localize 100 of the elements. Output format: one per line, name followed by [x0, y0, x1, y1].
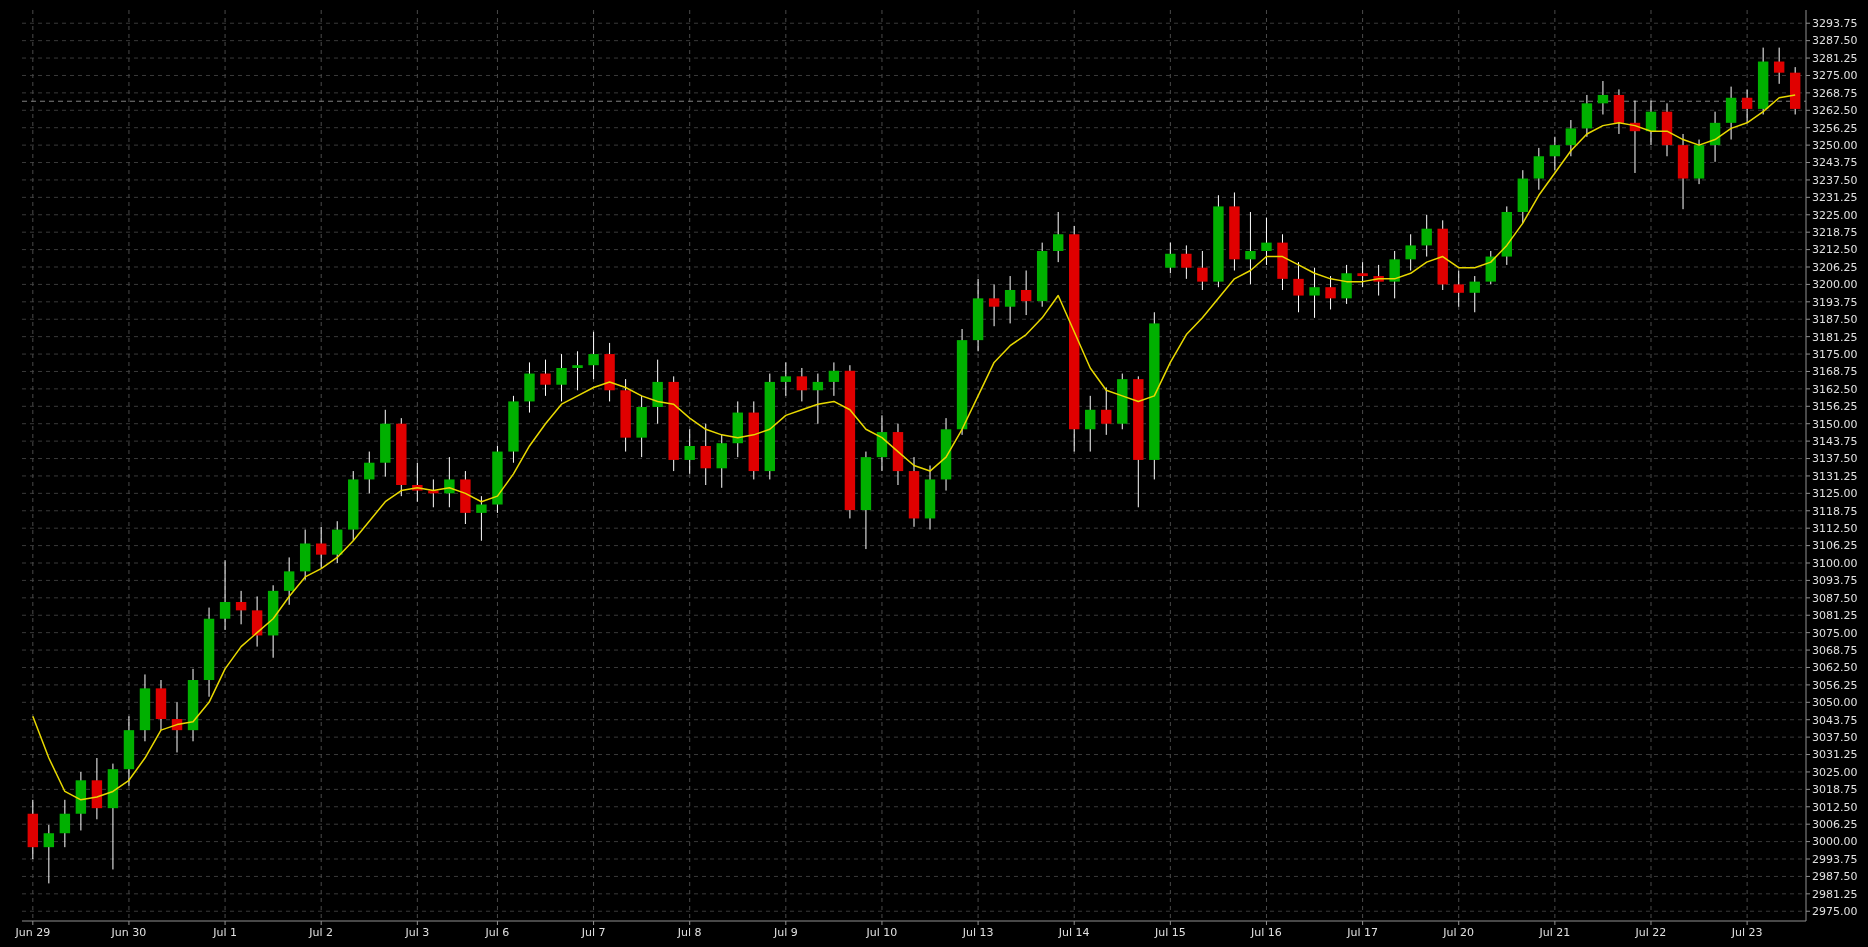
candlestick: [1004, 275, 1016, 324]
candlestick: [828, 361, 840, 397]
y-tick-label: 2981.25: [1812, 887, 1858, 901]
x-tick-label: Jul 3: [404, 926, 430, 939]
x-tick-label: Jul 15: [1153, 926, 1186, 939]
y-tick-label: 3181.25: [1812, 330, 1858, 344]
y-tick-label: 3262.50: [1812, 104, 1858, 118]
candlestick: [540, 359, 551, 397]
candlestick: [1325, 275, 1336, 310]
candlestick: [1453, 269, 1464, 308]
x-tick-label: Jul 1: [212, 926, 237, 939]
y-tick-label: 3087.50: [1812, 591, 1858, 605]
y-tick-label: 3018.75: [1812, 783, 1858, 797]
y-tick-label: 3206.25: [1812, 260, 1858, 274]
x-tick-label: Jul 16: [1250, 926, 1282, 939]
y-tick-label: 3137.50: [1812, 452, 1858, 466]
y-tick-label: 3293.75: [1812, 17, 1858, 31]
x-tick-label: Jul 20: [1442, 926, 1475, 939]
y-tick-label: 3218.75: [1812, 226, 1858, 240]
candlestick: [556, 353, 567, 402]
y-tick-label: 3118.75: [1812, 504, 1858, 518]
x-tick-label: Jul 9: [772, 926, 798, 939]
candlestick: [1101, 386, 1112, 436]
y-tick-label: 3056.25: [1812, 678, 1858, 692]
candlestick: [1293, 261, 1304, 313]
y-tick-label: 3150.00: [1812, 417, 1858, 431]
candlestick: [1052, 211, 1064, 263]
candlestick: [219, 559, 231, 631]
y-tick-label: 3187.50: [1812, 313, 1858, 327]
candlestick: [476, 495, 487, 542]
candlestick: [1597, 80, 1609, 115]
candlestick: [780, 361, 792, 397]
candlestick: [1469, 275, 1480, 313]
y-tick-label: 3287.50: [1812, 34, 1858, 48]
candlestick: [588, 331, 599, 380]
candlestick: [235, 590, 247, 625]
x-tick-label: Jul 7: [580, 926, 606, 939]
candlestick: [59, 799, 71, 848]
x-tick-label: Jul 17: [1346, 926, 1378, 939]
y-tick-label: 3093.75: [1812, 574, 1858, 588]
candlestick: [1741, 88, 1753, 124]
y-tick-label: 3200.00: [1812, 278, 1858, 292]
y-tick-label: 2975.00: [1812, 905, 1858, 919]
candlestick: [43, 824, 55, 884]
x-tick-label: Jul 23: [1730, 926, 1763, 939]
y-tick-label: 3006.25: [1812, 818, 1858, 832]
x-tick-label: Jul 14: [1057, 926, 1090, 939]
candlestick: [364, 451, 375, 494]
y-tick-label: 3162.50: [1812, 382, 1858, 396]
x-tick-label: Jul 13: [961, 926, 994, 939]
y-tick-label: 3081.25: [1812, 609, 1858, 623]
y-tick-label: 3043.75: [1812, 713, 1858, 727]
candlestick: [684, 428, 695, 475]
y-tick-label: 3275.00: [1812, 69, 1858, 83]
candlestick: [1245, 211, 1256, 285]
candlestick: [1357, 261, 1368, 288]
y-tick-label: 3212.50: [1812, 243, 1858, 257]
candlestick: [1533, 147, 1545, 191]
y-tick-label: 3000.00: [1812, 835, 1858, 849]
candlestick: [1773, 47, 1785, 85]
candlestick: [1549, 136, 1561, 171]
y-tick-label: 3050.00: [1812, 696, 1858, 710]
y-tick-label: 3068.75: [1812, 643, 1858, 657]
y-tick-label: 3062.50: [1812, 661, 1858, 675]
y-tick-label: 3168.75: [1812, 365, 1858, 379]
candlestick: [812, 373, 824, 425]
y-tick-label: 3025.00: [1812, 765, 1858, 779]
y-tick-label: 3156.25: [1812, 400, 1858, 414]
candlestick: [1197, 250, 1208, 291]
candlestick: [1405, 233, 1416, 271]
y-tick-label: 3193.75: [1812, 295, 1858, 309]
y-tick-label: 3131.25: [1812, 469, 1858, 483]
candlestick: [444, 456, 455, 508]
candlestick: [796, 367, 808, 402]
candlestick: [1085, 395, 1096, 453]
candlestick: [1565, 119, 1577, 157]
y-tick-label: 3012.50: [1812, 800, 1858, 814]
y-tick-label: 3225.00: [1812, 208, 1858, 222]
candlestick: [988, 283, 1000, 327]
y-tick-label: 3268.75: [1812, 86, 1858, 100]
y-tick-label: 3231.25: [1812, 191, 1858, 205]
candlestick: [316, 526, 327, 570]
y-tick-label: 3237.50: [1812, 173, 1858, 187]
candlestick: [1421, 214, 1432, 258]
y-tick-label: 3175.00: [1812, 347, 1858, 361]
candlestick: [283, 556, 295, 606]
y-tick-label: 3100.00: [1812, 556, 1858, 570]
y-tick-label: 3031.25: [1812, 748, 1858, 762]
x-tick-label: Jul 8: [676, 926, 702, 939]
y-tick-label: 3106.25: [1812, 539, 1858, 553]
y-tick-label: 3125.00: [1812, 487, 1858, 501]
y-tick-label: 3112.50: [1812, 522, 1858, 536]
y-tick-label: 3243.75: [1812, 156, 1858, 170]
x-tick-label: Jul 10: [865, 926, 898, 939]
candlestick: [700, 423, 711, 486]
candlestick: [1181, 244, 1192, 280]
y-tick-label: 2987.50: [1812, 870, 1858, 884]
candlestick: [1165, 242, 1176, 274]
y-tick-label: 2993.75: [1812, 852, 1858, 866]
x-tick-label: Jul 2: [308, 926, 334, 939]
